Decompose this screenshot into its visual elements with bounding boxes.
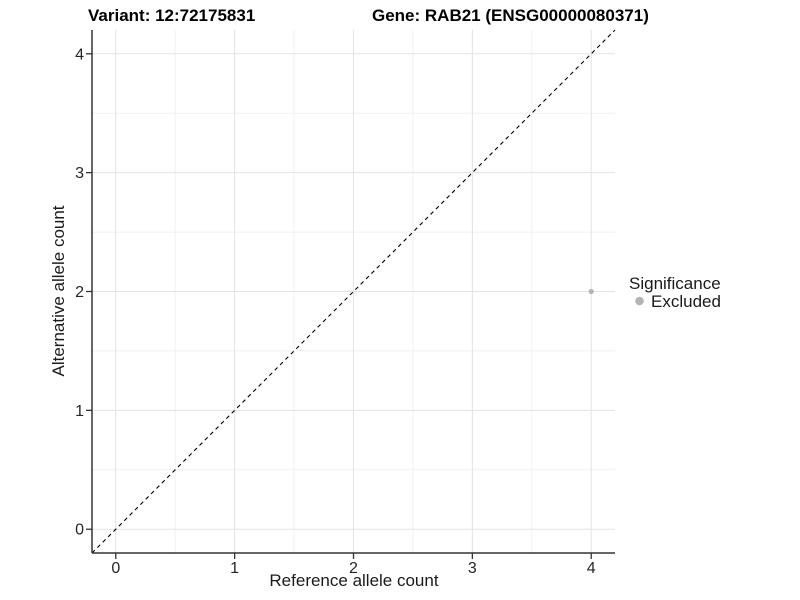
- data-point: [588, 288, 594, 295]
- legend: Significance Excluded: [629, 274, 721, 311]
- x-tick-label: 1: [230, 560, 239, 577]
- y-axis-title: Alternative allele count: [49, 205, 68, 376]
- x-tick-label: 0: [111, 560, 120, 577]
- y-tick-label: 2: [75, 284, 84, 301]
- identity-reference-line: [91, 29, 616, 554]
- x-ticks: [115, 553, 592, 559]
- y-tick-label: 1: [75, 403, 84, 420]
- y-tick-label: 3: [75, 165, 84, 182]
- y-ticks: [86, 53, 92, 530]
- x-tick-label: 4: [587, 560, 596, 577]
- grid-major: [92, 30, 615, 553]
- y-tick-label: 4: [75, 46, 84, 63]
- legend-label-excluded: Excluded: [651, 292, 721, 311]
- plot-title-gene: Gene: RAB21 (ENSG00000080371): [372, 6, 649, 25]
- x-axis-title: Reference allele count: [269, 571, 438, 590]
- legend-title: Significance: [629, 274, 721, 293]
- legend-point-excluded-icon: [635, 296, 644, 306]
- data-points: [588, 288, 594, 295]
- reference-line-group: [91, 29, 616, 554]
- plot-title-variant: Variant: 12:72175831: [88, 6, 255, 25]
- x-tick-label: 3: [468, 560, 477, 577]
- x-tick-labels: 0 1 2 3 4: [111, 560, 595, 577]
- y-tick-labels: 0 1 2 3 4: [75, 46, 84, 538]
- x-tick-label: 2: [349, 560, 358, 577]
- y-tick-label: 0: [75, 522, 84, 539]
